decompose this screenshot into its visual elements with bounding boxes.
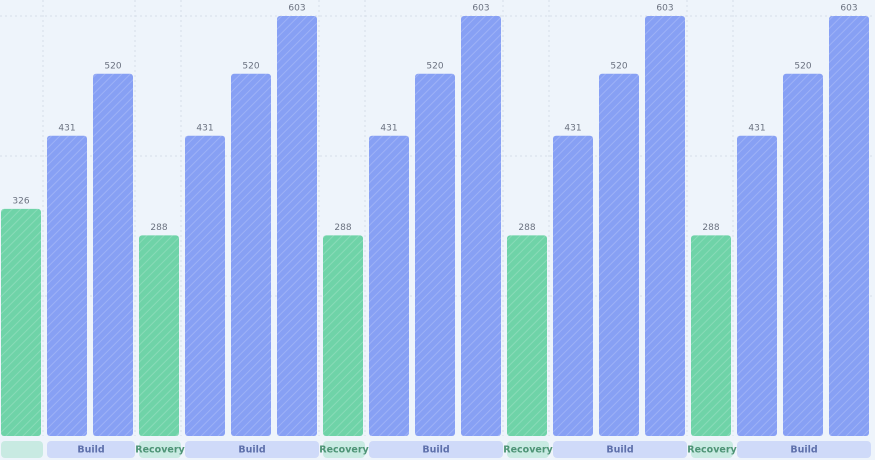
value-label: 520 [426,61,443,71]
phase-label: Build [422,445,449,456]
value-label: 603 [656,4,673,14]
phase-label: Build [790,445,817,456]
phase-label: Recovery [135,445,185,456]
bar-hatch [139,235,179,436]
bar-hatch [415,73,455,436]
bar-hatch [93,73,133,436]
bar-hatch [369,135,409,436]
bar-hatch [461,16,501,436]
phase-pill [185,441,319,458]
value-label: 520 [104,61,121,71]
value-label: 431 [58,123,75,133]
value-label: 520 [794,61,811,71]
bar-hatch [829,16,869,436]
value-label: 431 [196,123,213,133]
value-label: 326 [12,196,29,206]
bar-hatch [691,235,731,436]
bar-hatch [645,16,685,436]
value-label: 520 [610,61,627,71]
value-label: 431 [748,123,765,133]
bar-hatch [47,135,87,436]
bar-hatch [323,235,363,436]
value-label: 520 [242,61,259,71]
value-label: 431 [564,123,581,133]
phase-label: Recovery [503,445,553,456]
value-label: 288 [702,223,719,233]
bar-hatch [783,73,823,436]
value-label: 603 [288,4,305,14]
bar-hatch [1,208,41,436]
phase-label: Recovery [687,445,737,456]
phase-pill [1,441,43,458]
phase-pill [737,441,871,458]
bar-hatch [553,135,593,436]
bar-hatch [277,16,317,436]
phase-pill [691,441,733,458]
value-label: 603 [472,4,489,14]
phase-pill [323,441,365,458]
phase-label: Build [606,445,633,456]
phase-pill [47,441,135,458]
bar-hatch [507,235,547,436]
phase-label: Build [77,445,104,456]
phase-pill [369,441,503,458]
value-label: 288 [334,223,351,233]
phase-pill [507,441,549,458]
value-label: 431 [380,123,397,133]
bar-hatch [599,73,639,436]
value-label: 288 [518,223,535,233]
phase-pill [139,441,181,458]
value-label: 288 [150,223,167,233]
phase-label: Recovery [319,445,369,456]
bar-hatch [185,135,225,436]
bar-hatch [231,73,271,436]
phase-label: Build [238,445,265,456]
value-label: 603 [840,4,857,14]
phase-pill [553,441,687,458]
bar-hatch [737,135,777,436]
